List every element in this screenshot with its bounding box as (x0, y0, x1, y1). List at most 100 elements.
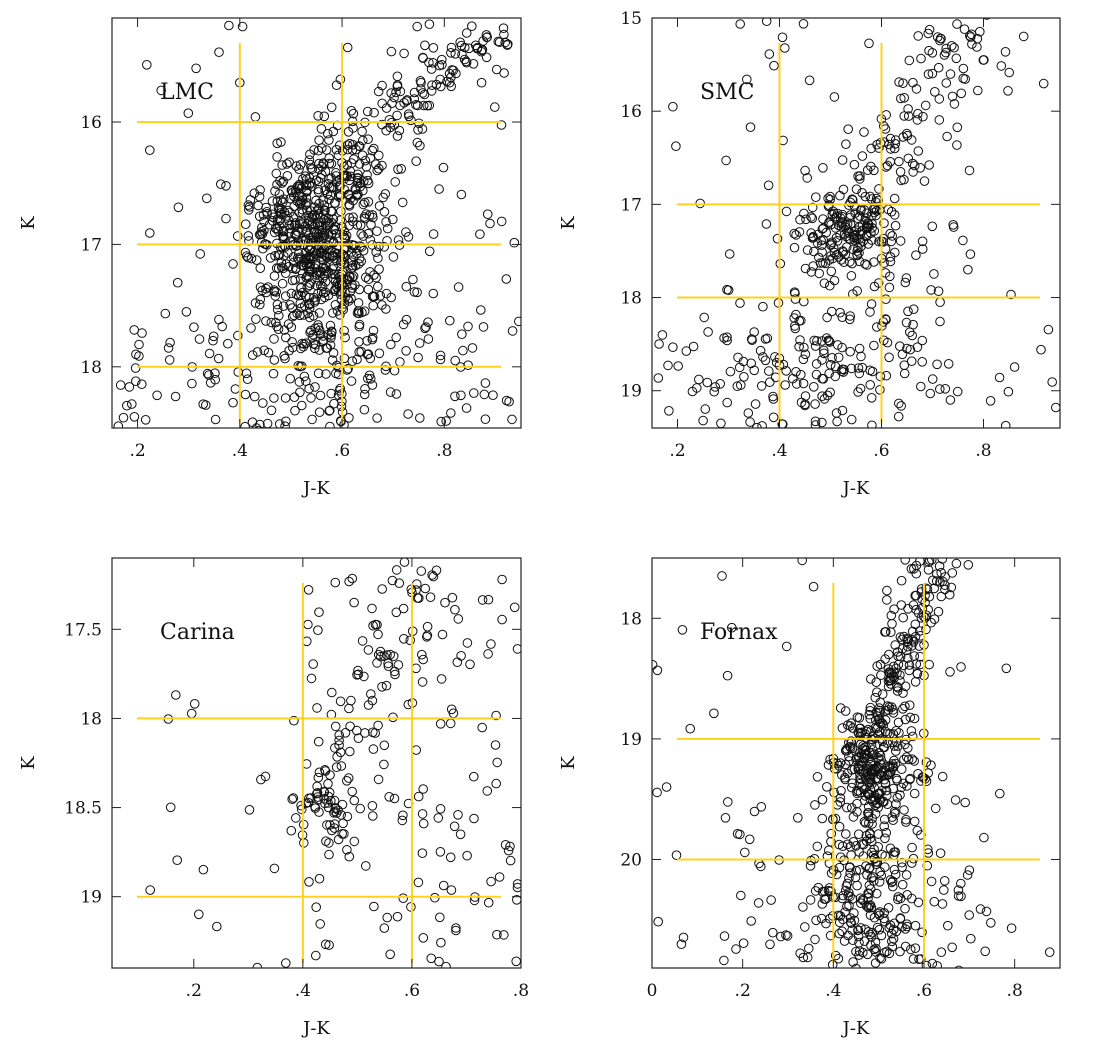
data-point (735, 19, 746, 29)
data-point (373, 253, 383, 264)
data-point (856, 774, 866, 785)
data-point (849, 977, 858, 986)
data-point (896, 93, 906, 104)
data-point (194, 334, 205, 344)
data-point (840, 907, 850, 918)
data-point (352, 354, 362, 365)
data-point (340, 332, 350, 343)
data-point (271, 317, 281, 328)
data-point (664, 406, 674, 416)
data-point (372, 413, 382, 423)
data-point (299, 371, 310, 382)
data-point (304, 266, 314, 276)
data-point (305, 469, 314, 478)
data-point (327, 687, 337, 698)
data-point (481, 52, 492, 63)
data-point (853, 1007, 862, 1016)
data-point (835, 758, 846, 768)
data-point (839, 229, 850, 239)
data-point (886, 206, 897, 217)
data-point (307, 414, 317, 425)
data-point (427, 80, 437, 90)
data-point (934, 94, 945, 104)
data-point (263, 347, 274, 358)
data-point (802, 173, 813, 183)
data-point (450, 604, 460, 615)
data-point (272, 299, 283, 310)
data-point (331, 808, 342, 818)
data-point (888, 815, 898, 826)
data-point (266, 405, 277, 416)
data-point (501, 395, 512, 406)
data-point (930, 803, 941, 814)
data-point (412, 287, 422, 298)
data-point (854, 829, 864, 840)
data-point (834, 839, 845, 850)
data-point (893, 892, 904, 902)
data-point (367, 603, 377, 614)
data-point (233, 367, 243, 377)
data-point (867, 847, 877, 858)
data-point (862, 260, 872, 270)
data-point (909, 160, 920, 171)
data-point (876, 670, 886, 681)
data-point (485, 218, 495, 229)
data-point (798, 378, 809, 389)
data-point (856, 351, 866, 362)
data-point (793, 813, 803, 823)
data-point (874, 877, 885, 887)
data-point (306, 393, 316, 403)
data-point (331, 168, 341, 178)
data-point (870, 937, 881, 948)
data-point (330, 300, 341, 310)
data-point (800, 391, 811, 401)
data-point (372, 226, 382, 236)
data-point (391, 332, 402, 343)
data-point (304, 793, 314, 804)
data-point (336, 206, 346, 217)
data-point (280, 291, 291, 302)
data-point (379, 923, 390, 933)
data-point (753, 898, 764, 908)
data-point (860, 924, 871, 935)
data-point (813, 882, 824, 893)
data-point (875, 907, 885, 917)
data-point (794, 316, 805, 326)
data-point (933, 606, 944, 617)
data-point (303, 619, 313, 630)
data-point (314, 221, 325, 231)
data-point (317, 161, 327, 172)
data-point (796, 369, 806, 380)
data-point (293, 226, 303, 237)
data-point (296, 343, 306, 354)
data-point (367, 695, 378, 706)
data-point (353, 665, 363, 676)
data-point (916, 381, 926, 392)
data-point (288, 263, 298, 274)
data-point (885, 1005, 894, 1014)
data-point (934, 115, 945, 125)
data-point (709, 708, 719, 719)
data-point (853, 764, 864, 775)
data-point (507, 414, 517, 425)
data-point (909, 713, 920, 724)
data-point (900, 714, 911, 725)
data-point (477, 722, 488, 733)
data-point (467, 343, 478, 353)
data-point (973, 85, 983, 96)
data-point (324, 406, 335, 416)
data-point (845, 972, 854, 981)
data-point (916, 776, 926, 786)
data-point (325, 320, 336, 331)
data-point (152, 390, 162, 401)
data-point (846, 363, 857, 374)
data-point (365, 374, 376, 384)
x-tick-label: .4 (771, 441, 787, 461)
data-point (210, 368, 220, 379)
data-point (286, 288, 297, 299)
data-point (893, 741, 903, 752)
data-point (965, 32, 976, 42)
data-point (377, 80, 387, 91)
data-point (255, 294, 266, 305)
x-tick-label: .8 (436, 441, 452, 461)
